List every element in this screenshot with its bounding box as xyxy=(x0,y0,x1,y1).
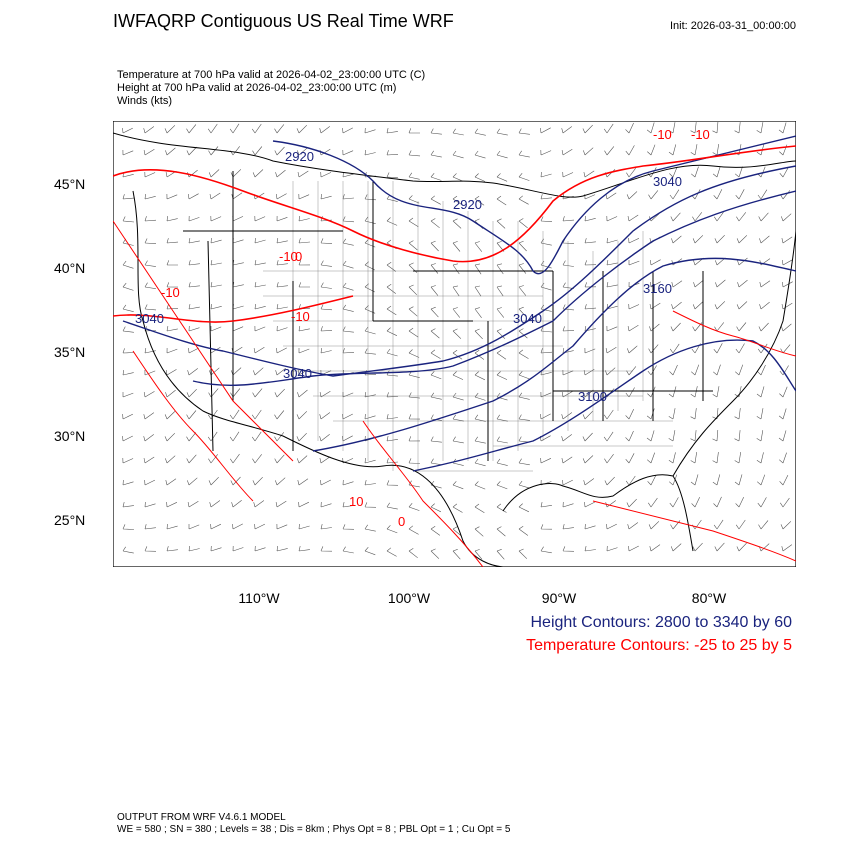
height-contour-label: 3160 xyxy=(643,281,672,296)
state-borders xyxy=(113,132,796,567)
temperature-contour-label: 0 xyxy=(398,514,405,529)
lon-label-80w: 80°W xyxy=(691,590,727,606)
height-legend: Height Contours: 2800 to 3340 by 60 xyxy=(530,614,792,631)
height-contour-label: 3040 xyxy=(653,174,682,189)
temperature-contour-label: -10 xyxy=(691,127,710,142)
temperature-contour-label: -10 xyxy=(279,249,298,264)
temperature-legend: Temperature Contours: -25 to 25 by 5 xyxy=(526,637,792,654)
temperature-contour-label: 10 xyxy=(349,494,363,509)
wind-barbs xyxy=(122,121,793,560)
height-contours xyxy=(122,135,796,472)
footer-model: OUTPUT FROM WRF V4.6.1 MODEL xyxy=(117,812,286,823)
height-contour-label: 2920 xyxy=(285,149,314,164)
lat-label-40: 40°N xyxy=(54,260,86,276)
height-contour-label: 2920 xyxy=(453,197,482,212)
subtitle-temperature: Temperature at 700 hPa valid at 2026-04-… xyxy=(117,69,426,81)
map-frame xyxy=(113,121,796,567)
temperature-contour-label: -10 xyxy=(653,127,672,142)
lat-label-45: 45°N xyxy=(54,176,86,192)
lon-label-110w: 110°W xyxy=(238,590,280,606)
weather-map: 2920 2920 3040 3040 3040 3040 3100 3160 -10 -10 -1… xyxy=(113,121,796,567)
temperature-contour-label: 0 xyxy=(295,249,302,264)
lon-label-100w: 100°W xyxy=(387,590,431,606)
temperature-contour-label: -10 xyxy=(161,285,180,300)
init-time: Init: 2026-03-31_00:00:00 xyxy=(670,20,796,32)
height-contour-label: 3040 xyxy=(513,311,542,326)
subtitle-winds: Winds (kts) xyxy=(117,95,172,107)
height-contour-label: 3100 xyxy=(578,389,607,404)
subtitle-height: Height at 700 hPa valid at 2026-04-02_23… xyxy=(117,82,397,94)
lat-label-35: 35°N xyxy=(54,344,86,360)
lat-label-25: 25°N xyxy=(54,512,86,528)
lat-label-30: 30°N xyxy=(54,428,86,444)
temperature-contour-label: -10 xyxy=(291,309,310,324)
contour-labels: 2920 2920 3040 3040 3040 3040 3100 3160 -10 -10 -1… xyxy=(135,127,710,529)
temperature-contours xyxy=(113,145,796,567)
height-contour-label: 3040 xyxy=(135,311,164,326)
footer-config: WE = 580 ; SN = 380 ; Levels = 38 ; Dis … xyxy=(117,824,511,835)
lon-label-90w: 90°W xyxy=(541,590,577,606)
height-contour-label: 3040 xyxy=(283,366,312,381)
map-title: IWFAQRP Contiguous US Real Time WRF xyxy=(113,11,454,31)
